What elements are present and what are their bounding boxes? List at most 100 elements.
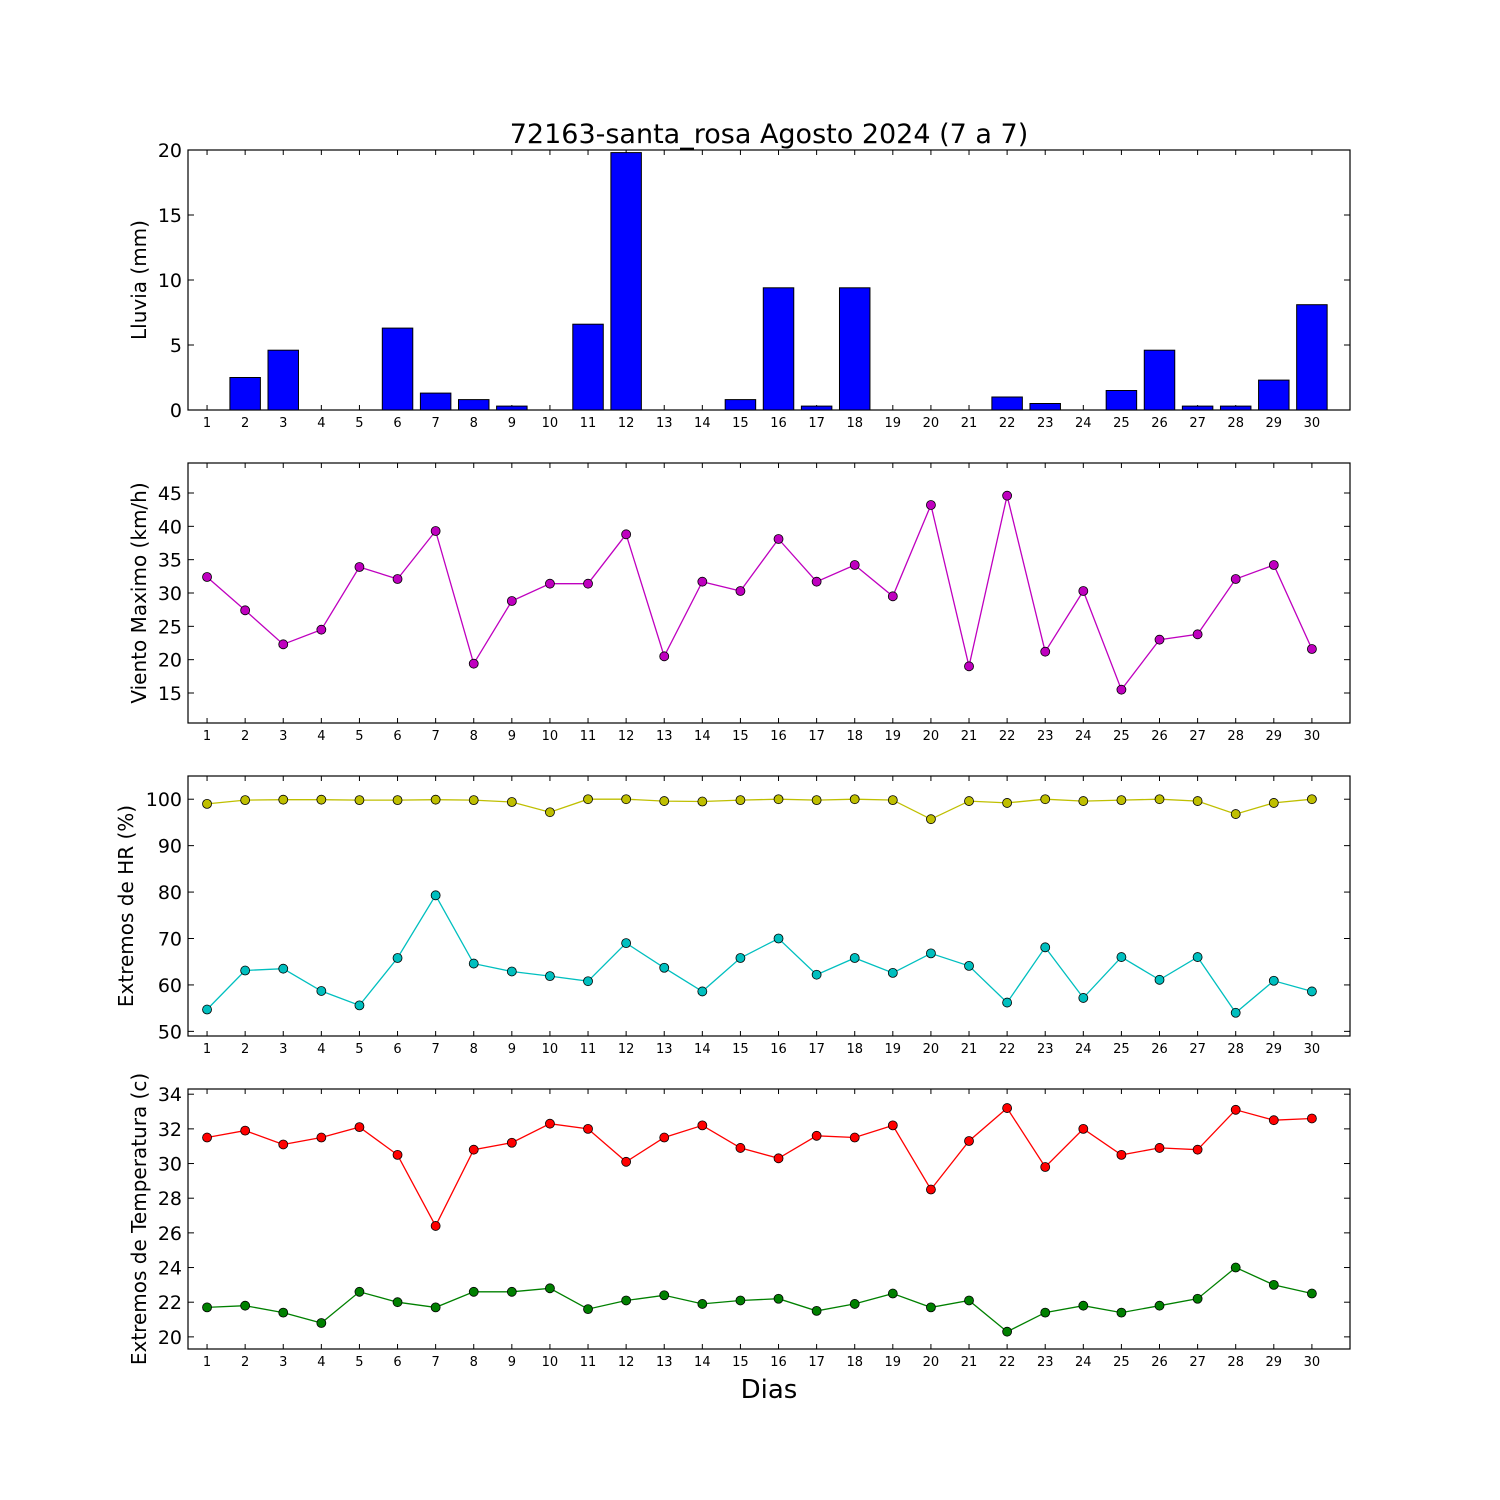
data-point [1116, 1307, 1127, 1318]
data-point [811, 576, 822, 587]
data-point [1040, 942, 1051, 953]
y-tick-label: 30 [158, 1154, 182, 1176]
data-point [1154, 974, 1165, 985]
data-point [659, 651, 670, 662]
y-tick-label: 10 [158, 270, 182, 292]
y-tick-label: 0 [170, 400, 182, 422]
y-tick-label: 90 [158, 836, 182, 858]
data-point [1002, 798, 1013, 808]
x-tick-label: 14 [694, 1355, 711, 1370]
data-point [735, 953, 746, 963]
data-point [773, 534, 784, 544]
rain-bar [991, 396, 1023, 411]
data-point [964, 1136, 974, 1146]
x-tick-label: 11 [580, 1042, 597, 1057]
data-point [659, 1290, 670, 1301]
data-point [545, 971, 555, 982]
data-point [849, 794, 860, 805]
x-tick-label: 1 [203, 729, 211, 744]
x-tick-label: 30 [1304, 729, 1321, 744]
data-point [1230, 1007, 1241, 1018]
data-point [316, 1318, 327, 1328]
data-point [849, 560, 860, 570]
x-tick-label: 24 [1075, 729, 1092, 744]
x-tick-label: 28 [1227, 729, 1244, 744]
data-point [506, 797, 517, 807]
x-tick-label: 15 [732, 1355, 749, 1370]
rain-bar [1219, 405, 1252, 411]
data-point [240, 1300, 251, 1311]
data-point [773, 933, 784, 944]
y-tick-label: 20 [158, 650, 182, 672]
data-point [1116, 795, 1127, 806]
x-tick-label: 24 [1075, 1042, 1092, 1057]
data-point [430, 1302, 441, 1313]
series-line [206, 1107, 1312, 1228]
x-tick-label: 1 [203, 1355, 211, 1370]
data-point [316, 624, 327, 635]
data-point [354, 562, 365, 572]
x-tick-label: 16 [770, 729, 787, 744]
x-tick-label: 3 [279, 729, 287, 744]
y-tick-label: 20 [158, 140, 182, 162]
data-point [1268, 560, 1279, 570]
data-point [278, 794, 289, 805]
data-point [240, 965, 251, 976]
data-point [697, 1299, 708, 1309]
data-point [278, 639, 289, 650]
x-tick-label: 17 [808, 1355, 825, 1370]
y-tick-label: 5 [170, 335, 182, 357]
data-point [1192, 952, 1203, 962]
y-tick-label: 60 [158, 975, 182, 997]
data-point [659, 796, 670, 806]
series-line [206, 894, 1313, 1014]
data-point [1268, 1115, 1279, 1126]
x-tick-label: 20 [923, 1355, 940, 1370]
x-tick-label: 8 [470, 416, 478, 431]
x-tick-label: 23 [1037, 1355, 1054, 1370]
x-tick-label: 9 [508, 1355, 516, 1370]
data-point [1116, 952, 1127, 962]
data-point [1307, 1113, 1317, 1124]
data-point [1154, 1300, 1165, 1311]
data-point [430, 526, 441, 536]
data-point [392, 1149, 403, 1160]
x-tick-label: 7 [431, 729, 439, 744]
data-point [1078, 1123, 1089, 1134]
x-tick-label: 17 [808, 416, 825, 431]
data-point [545, 1283, 555, 1294]
x-tick-label: 14 [694, 1042, 711, 1057]
x-tick-label: 1 [203, 1042, 211, 1057]
x-tick-label: 29 [1266, 416, 1283, 431]
data-point [202, 1004, 212, 1015]
data-point [659, 1132, 670, 1143]
y-tick-label: 15 [158, 683, 182, 705]
data-point [964, 661, 974, 672]
rain-bar [1143, 349, 1176, 411]
x-tick-label: 22 [999, 729, 1016, 744]
data-point [811, 1130, 822, 1141]
data-point [811, 969, 822, 980]
y-tick-label: 35 [158, 550, 182, 572]
y-axis-label: Viento Maximo (km/h) [127, 482, 151, 703]
data-point [735, 586, 746, 596]
rain-bar [1296, 304, 1328, 411]
data-point [964, 796, 974, 806]
y-tick-label: 100 [146, 789, 182, 811]
data-point [735, 1295, 746, 1306]
data-point [1040, 794, 1051, 805]
data-point [354, 795, 365, 806]
data-point [468, 795, 479, 806]
data-point [697, 796, 708, 807]
data-point [1192, 796, 1203, 806]
data-point [316, 1132, 327, 1143]
data-point [202, 1132, 212, 1143]
x-tick-label: 29 [1266, 1355, 1283, 1370]
x-tick-label: 15 [732, 1042, 749, 1057]
data-point [621, 529, 632, 540]
x-tick-label: 6 [393, 416, 401, 431]
y-tick-label: 26 [158, 1223, 182, 1245]
data-point [468, 1144, 479, 1155]
data-point [773, 1293, 784, 1304]
